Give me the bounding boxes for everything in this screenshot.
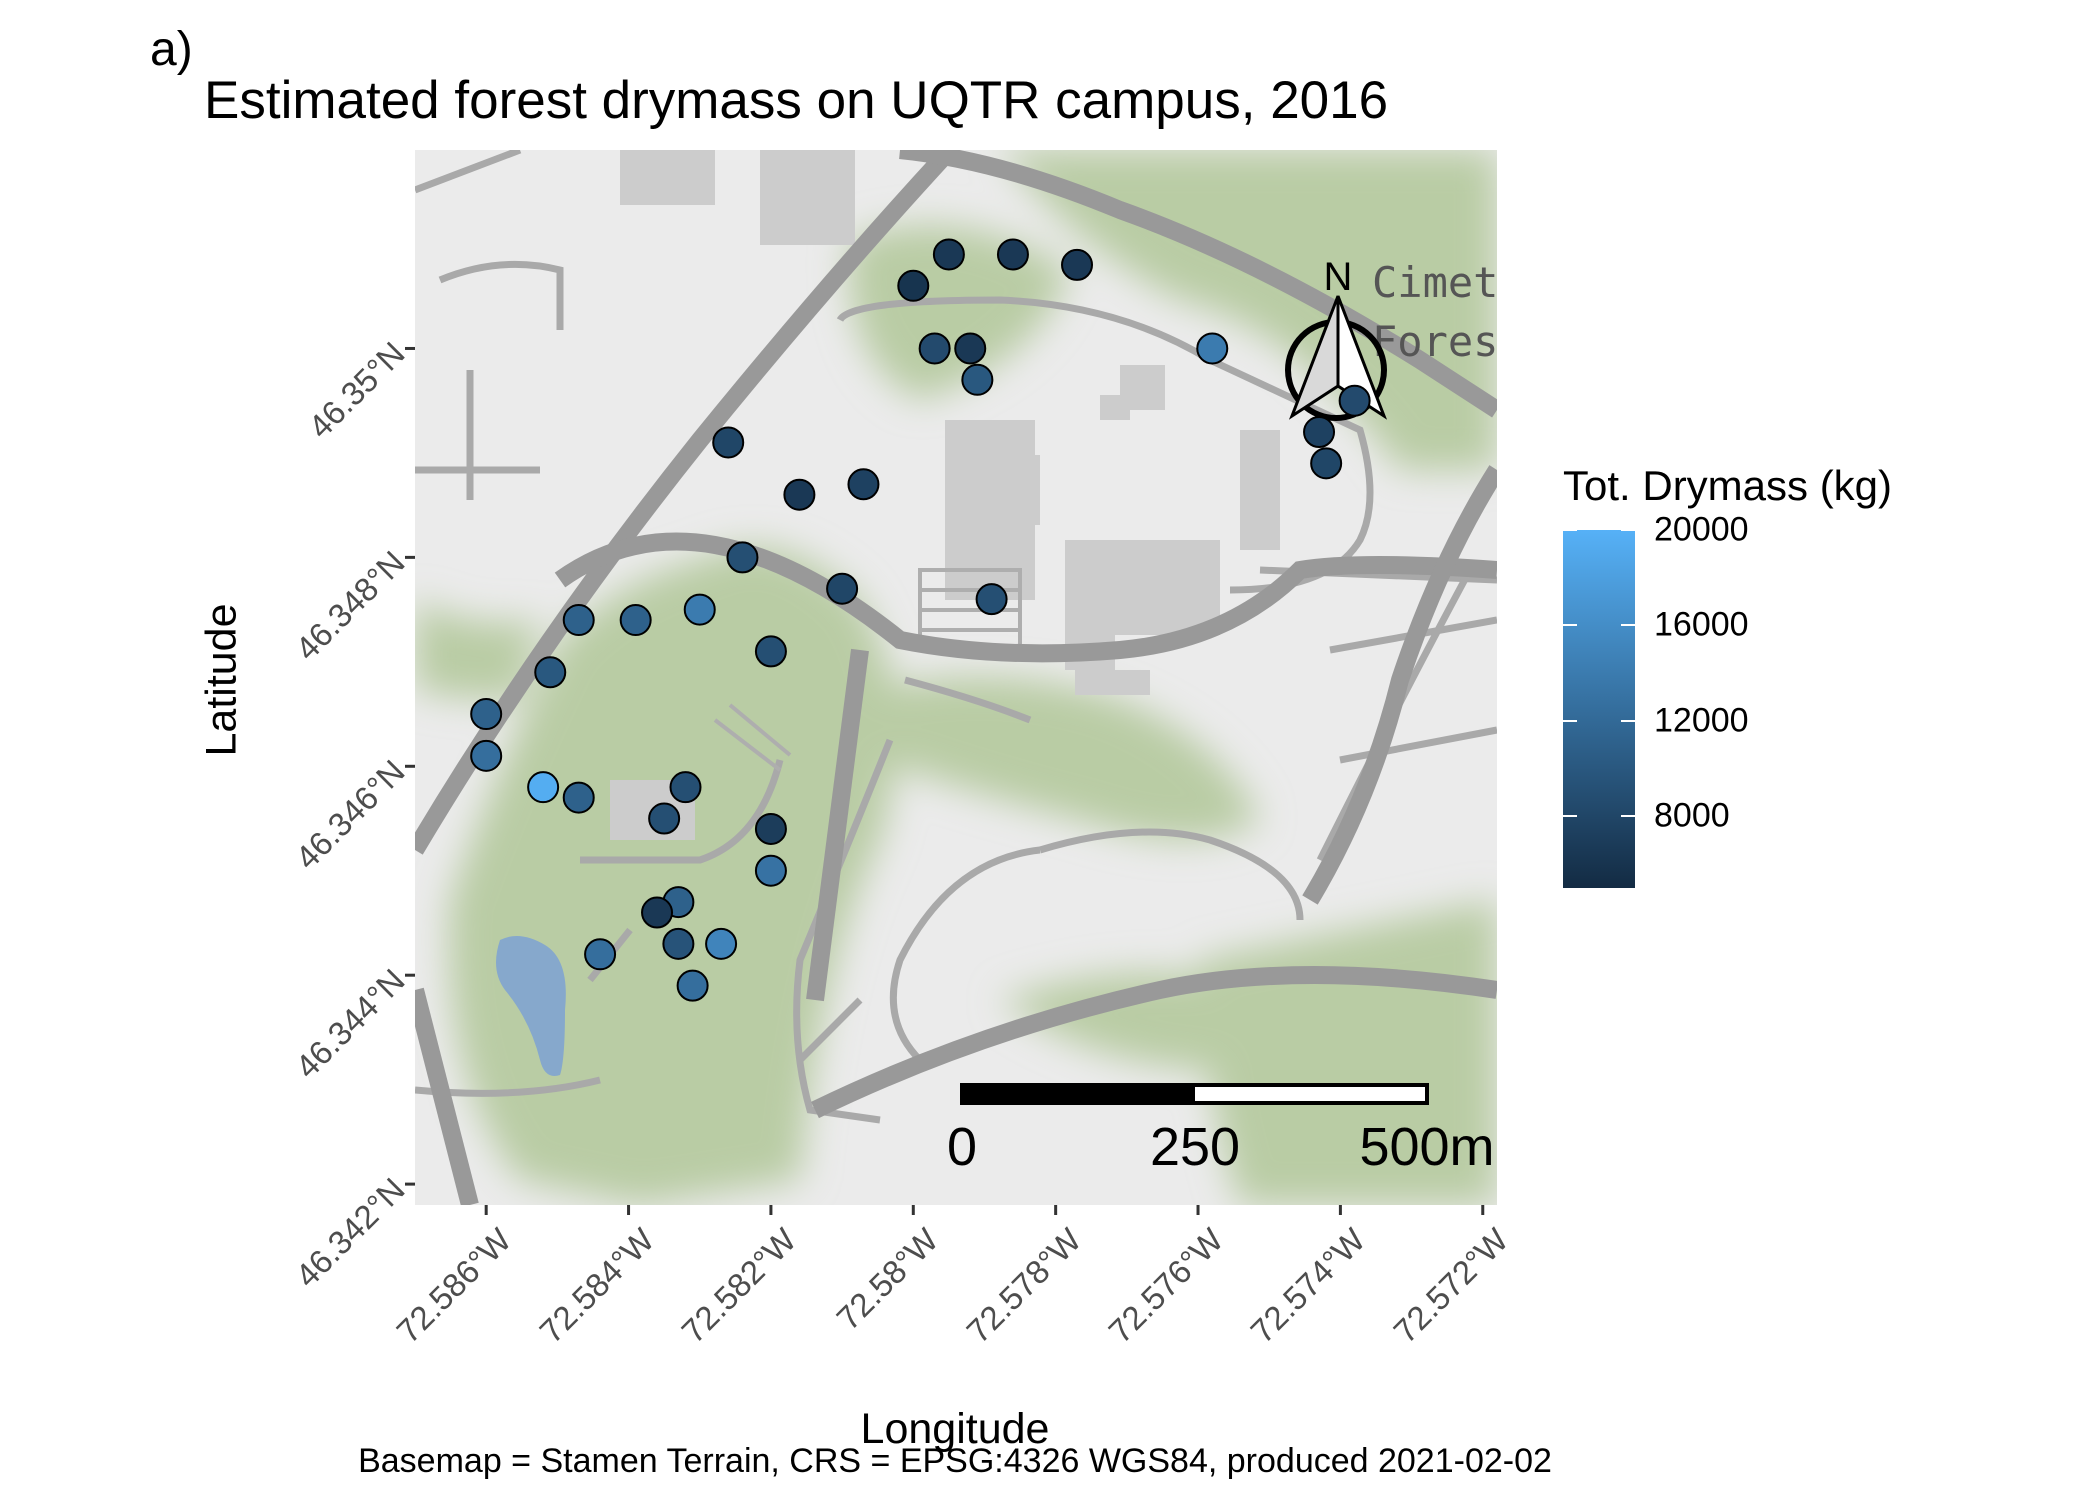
data-point-16 [826,572,859,605]
data-point-18 [562,604,595,637]
data-point-33 [662,927,695,960]
data-point-2 [932,238,965,271]
data-point-21 [754,635,787,668]
data-point-27 [669,771,702,804]
axis-tick-marks [405,346,1485,1215]
place-label-forest: Forest [1372,317,1524,366]
legend-title: Tot. Drymass (kg) [1563,462,1893,509]
data-point-30 [754,854,787,887]
legend-tick-left-3 [1563,719,1577,722]
drymass-points [470,238,1371,1002]
data-point-17 [975,583,1008,616]
scale-bar-label-0: 0 [947,1117,977,1177]
data-point-25 [527,771,560,804]
x-axis-label: Longitude [860,1405,1050,1453]
caption: Basemap = Stamen Terrain, CRS = EPSG:432… [358,1442,1552,1480]
y-axis-label: Latitude [197,603,246,757]
legend-tick-right-3 [1621,719,1635,722]
data-point-5 [918,332,951,365]
legend-tick-right-4 [1621,815,1635,818]
data-point-3 [996,238,1029,271]
legend-label-1: 20000 [1654,510,1749,549]
data-point-29 [754,812,787,845]
data-point-22 [534,656,567,689]
legend-colorbar [1563,530,1635,888]
data-point-20 [683,593,716,626]
legend-label-4: 8000 [1654,796,1730,835]
data-point-26 [562,781,595,814]
data-point-7 [961,363,994,396]
legend-label-3: 12000 [1654,701,1749,740]
legend-tick-left-4 [1563,815,1577,818]
scale-bar-label-250: 250 [1150,1117,1240,1177]
data-point-36 [676,969,709,1002]
place-label-cimetiere: Cimeti [1372,258,1524,307]
data-point-34 [584,938,617,971]
data-point-35 [705,927,738,960]
data-point-6 [954,332,987,365]
scale-bar: 0 250 500m [947,1083,1495,1177]
data-point-13 [783,478,816,511]
legend-tick-right-2 [1621,624,1635,627]
basemap: Cimeti Forest [415,150,1524,1205]
data-point-28 [648,802,681,835]
data-point-14 [847,468,880,501]
plot-title: Estimated forest drymass on UQTR campus,… [204,71,1389,130]
scale-bar-label-500m: 500m [1359,1117,1494,1177]
legend-tick-right-1 [1621,529,1635,531]
lake [496,936,566,1076]
data-point-8 [1196,332,1229,365]
data-point-10 [1303,416,1336,449]
data-point-32 [641,896,674,929]
data-point-11 [1310,447,1343,480]
data-point-24 [470,739,503,772]
data-point-23 [470,698,503,731]
north-arrow-label: N [1324,255,1353,299]
data-point-9 [1338,384,1371,417]
legend-tick-left-1 [1563,529,1577,531]
data-point-12 [712,426,745,459]
data-point-1 [897,269,930,302]
legend-label-2: 16000 [1654,605,1749,644]
data-point-15 [726,541,759,574]
legend-tick-left-2 [1563,624,1577,627]
data-point-19 [619,604,652,637]
data-point-4 [1061,248,1094,281]
scale-bar-black-segment [962,1085,1195,1103]
panel-label: a) [150,23,193,76]
